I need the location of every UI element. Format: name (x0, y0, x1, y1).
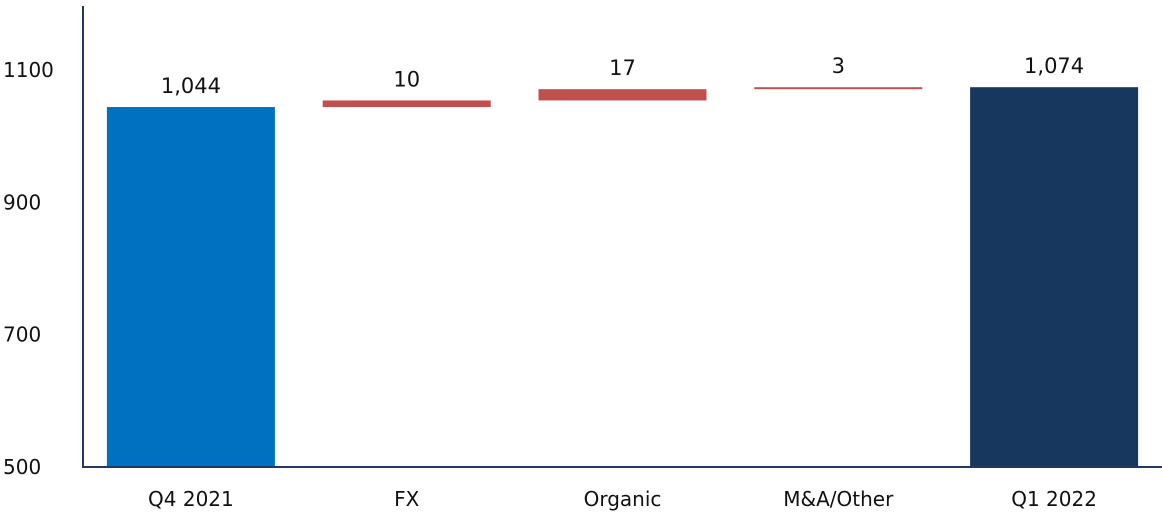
bar-m-a-other (754, 87, 923, 90)
x-axis-category-labels: Q4 2021 FX Organic M&A/Other Q1 2022 (148, 487, 1097, 511)
x-category-label: M&A/Other (783, 487, 894, 511)
y-axis-tick-labels: 500 700 900 1100 (3, 58, 54, 479)
x-category-label: Organic (584, 487, 662, 511)
data-label: 1,044 (161, 74, 221, 98)
bar-q4-2021 (106, 107, 275, 467)
bar-organic (538, 89, 707, 101)
x-category-label: FX (394, 487, 420, 511)
y-tick-label: 900 (3, 190, 41, 214)
data-label: 17 (609, 56, 636, 80)
bars (106, 87, 1139, 467)
data-label: 10 (393, 67, 420, 91)
y-tick-label: 700 (3, 323, 41, 347)
y-tick-label: 1100 (3, 58, 54, 82)
data-label: 3 (832, 54, 845, 78)
x-category-label: Q1 2022 (1011, 487, 1097, 511)
data-label: 1,074 (1024, 54, 1084, 78)
data-labels: 1,044 10 17 3 1,074 (161, 54, 1084, 98)
bar-fx (322, 100, 491, 108)
y-tick-label: 500 (3, 455, 41, 479)
x-category-label: Q4 2021 (148, 487, 234, 511)
bar-q1-2022 (970, 87, 1139, 467)
